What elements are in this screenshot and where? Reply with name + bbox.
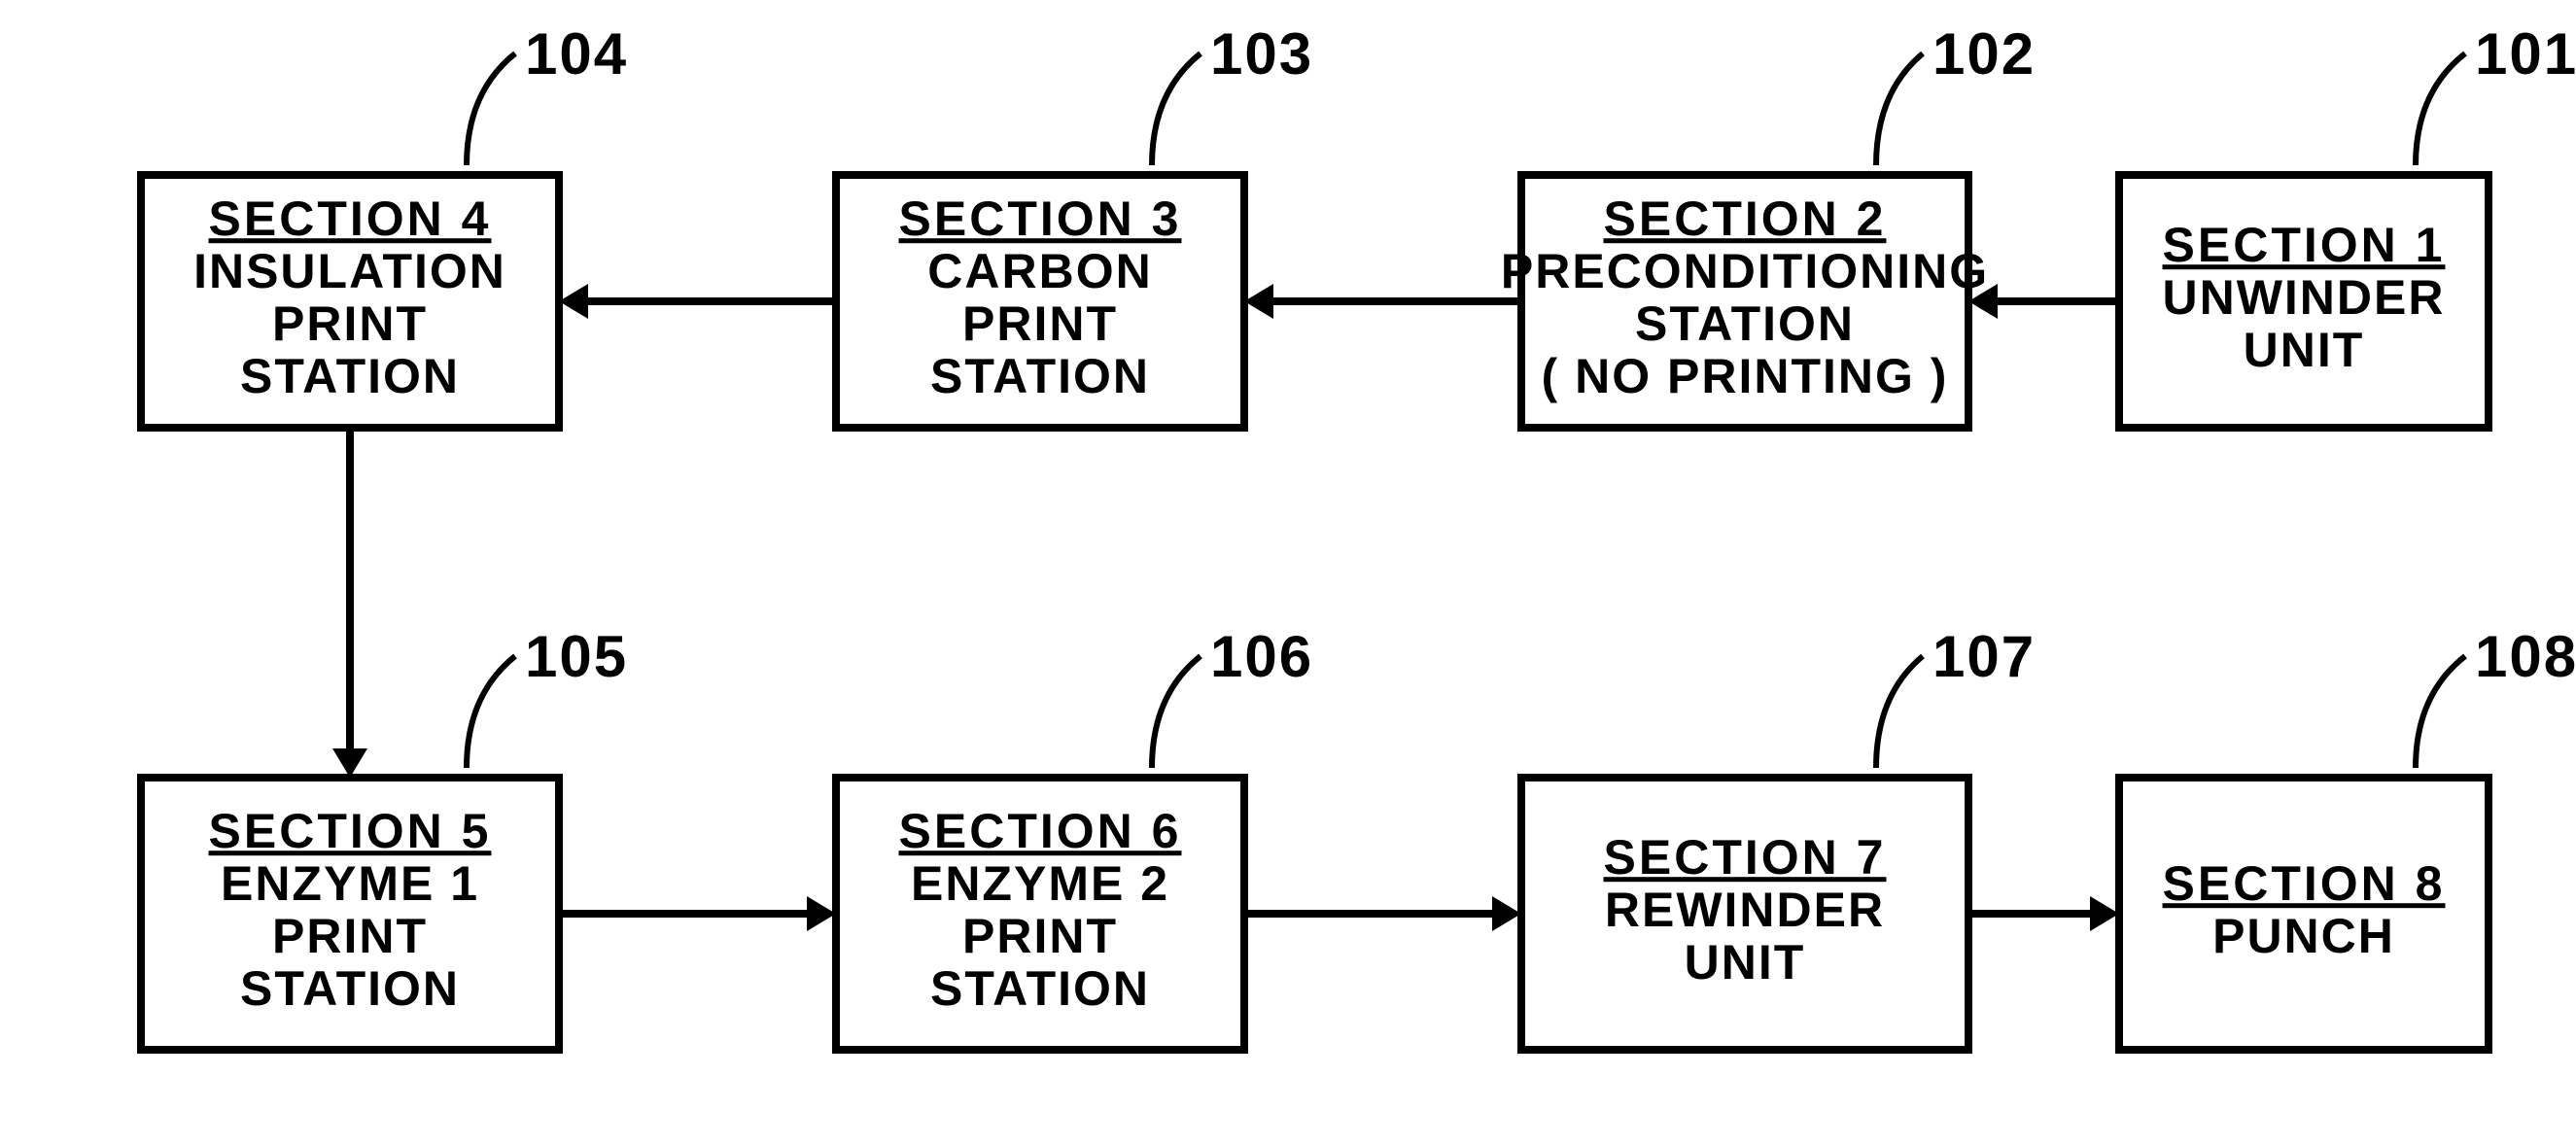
- reference-label: 106: [1210, 624, 1313, 689]
- section-body-line: STATION: [240, 961, 460, 1016]
- section-body-line: UNIT: [1685, 935, 1806, 990]
- section-title: SECTION 7: [1604, 830, 1887, 885]
- section-body-line: STATION: [240, 349, 460, 403]
- reference-label: 103: [1210, 21, 1313, 87]
- section-title: SECTION 6: [899, 804, 1182, 858]
- reference-label: 107: [1932, 624, 2036, 689]
- reference-label: 105: [525, 624, 628, 689]
- section-body-line: ENZYME 1: [221, 856, 479, 911]
- section-body-line: ( NO PRINTING ): [1542, 349, 1949, 403]
- reference-label: 102: [1932, 21, 2036, 87]
- section-title: SECTION 2: [1604, 191, 1887, 246]
- section-body-line: UNWINDER: [2163, 270, 2446, 325]
- section-body-line: STATION: [930, 349, 1150, 403]
- section-body-line: INSULATION: [193, 244, 506, 298]
- reference-label: 108: [2475, 624, 2576, 689]
- section-body-line: ENZYME 2: [911, 856, 1169, 911]
- reference-label: 101: [2475, 21, 2576, 87]
- section-body-line: PRINT: [962, 909, 1118, 963]
- section-body-line: PRINT: [272, 909, 428, 963]
- section-body-line: STATION: [1635, 296, 1855, 351]
- section-title: SECTION 4: [209, 191, 492, 246]
- section-body-line: CARBON: [927, 244, 1152, 298]
- section-body-line: PRINT: [272, 296, 428, 351]
- flowchart-svg: SECTION 1UNWINDERUNIT101SECTION 2PRECOND…: [0, 0, 2576, 1146]
- section-body-line: PRINT: [962, 296, 1118, 351]
- section-title: SECTION 3: [899, 191, 1182, 246]
- section-body-line: STATION: [930, 961, 1150, 1016]
- section-body-line: REWINDER: [1605, 883, 1885, 937]
- flowchart-container: SECTION 1UNWINDERUNIT101SECTION 2PRECOND…: [0, 0, 2576, 1146]
- section-title: SECTION 8: [2163, 856, 2446, 911]
- reference-label: 104: [525, 21, 628, 87]
- section-title: SECTION 5: [209, 804, 492, 858]
- section-title: SECTION 1: [2163, 218, 2446, 272]
- section-body-line: UNIT: [2244, 323, 2365, 377]
- section-body-line: PUNCH: [2212, 909, 2395, 963]
- section-body-line: PRECONDITIONING: [1501, 244, 1989, 298]
